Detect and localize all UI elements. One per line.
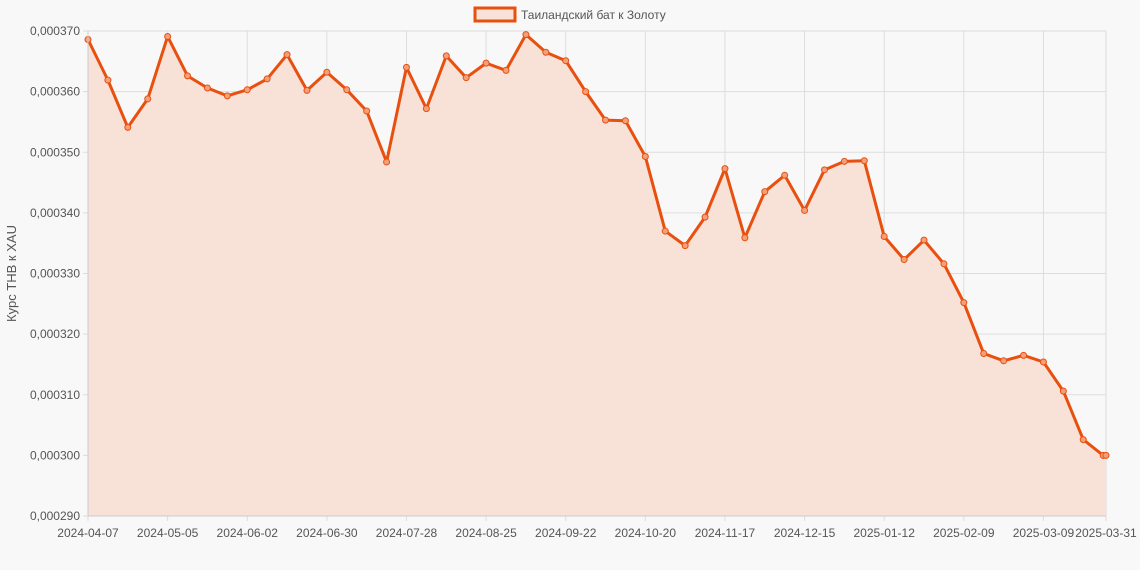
data-point — [602, 116, 610, 124]
data-point — [1102, 451, 1110, 459]
data-point — [661, 227, 669, 235]
x-tick-label: 2025-03-31 — [1075, 526, 1137, 540]
data-point — [263, 75, 271, 83]
data-point — [1020, 351, 1028, 359]
data-point — [880, 233, 888, 241]
data-point — [681, 242, 689, 250]
y-tick-label: 0,000330 — [30, 267, 80, 281]
data-point — [741, 234, 749, 242]
y-tick-label: 0,000350 — [30, 145, 80, 159]
data-point — [1059, 387, 1067, 395]
x-tick-label: 2024-08-25 — [455, 526, 517, 540]
data-point — [1079, 436, 1087, 444]
data-point — [960, 299, 968, 307]
data-point — [283, 51, 291, 59]
data-point — [860, 157, 868, 165]
x-tick-label: 2024-04-07 — [57, 526, 119, 540]
data-point — [124, 123, 132, 131]
x-tick-label: 2024-06-02 — [217, 526, 279, 540]
data-point — [422, 105, 430, 113]
data-point — [383, 158, 391, 166]
data-point — [1039, 358, 1047, 366]
x-tick-label: 2025-01-12 — [854, 526, 916, 540]
data-points-layer — [84, 31, 1110, 459]
data-point — [402, 63, 410, 71]
legend-swatch[interactable] — [473, 6, 517, 23]
data-point — [223, 92, 231, 100]
y-tick-label: 0,000320 — [30, 327, 80, 341]
data-point — [801, 206, 809, 214]
data-point — [900, 256, 908, 264]
data-point — [761, 188, 769, 196]
series-area — [88, 34, 1106, 516]
data-point — [343, 86, 351, 94]
data-point — [303, 86, 311, 94]
data-point — [820, 166, 828, 174]
data-point — [363, 107, 371, 115]
data-point — [144, 95, 152, 103]
data-point — [562, 57, 570, 65]
data-point — [522, 31, 530, 39]
data-point — [184, 72, 192, 80]
legend-label[interactable]: Таиландский бат к Золоту — [521, 8, 666, 22]
data-point — [243, 86, 251, 94]
x-tick-label: 2024-12-15 — [774, 526, 836, 540]
data-point — [621, 117, 629, 125]
x-tick-label: 2024-09-22 — [535, 526, 597, 540]
y-tick-label: 0,000290 — [30, 509, 80, 523]
data-point — [323, 68, 331, 76]
data-point — [542, 48, 550, 56]
x-axis: 2024-04-07 2024-05-05 2024-06-02 2024-06-30… — [57, 515, 1137, 540]
data-point — [940, 260, 948, 268]
data-point — [701, 213, 709, 221]
area-fill-layer — [88, 34, 1106, 516]
y-tick-label: 0,000310 — [30, 388, 80, 402]
legend[interactable]: Таиландский бат к Золоту — [473, 6, 666, 23]
x-tick-label: 2024-05-05 — [137, 526, 199, 540]
data-point — [641, 152, 649, 160]
data-point — [920, 236, 928, 244]
x-tick-label: 2024-06-30 — [296, 526, 358, 540]
x-tick-label: 2025-02-09 — [933, 526, 995, 540]
data-point — [721, 165, 729, 173]
data-point — [980, 350, 988, 358]
x-tick-label: 2024-10-20 — [615, 526, 677, 540]
y-tick-label: 0,000360 — [30, 85, 80, 99]
data-point — [164, 32, 172, 40]
data-point — [203, 84, 211, 92]
data-point — [502, 66, 510, 74]
x-tick-label: 2025-03-09 — [1013, 526, 1075, 540]
data-point — [462, 74, 470, 82]
data-point — [482, 59, 490, 67]
data-point — [781, 171, 789, 179]
y-tick-label: 0,000370 — [30, 24, 80, 38]
y-axis-title: Курс THB к XAU — [4, 225, 19, 322]
data-point — [104, 76, 112, 84]
data-point — [840, 157, 848, 165]
x-tick-label: 2024-11-17 — [695, 526, 756, 540]
data-point — [582, 88, 590, 96]
y-tick-label: 0,000300 — [30, 448, 80, 462]
y-axis: 0,000290 0,000300 0,000310 0,000320 0,000330… — [30, 24, 89, 523]
x-tick-label: 2024-07-28 — [376, 526, 438, 540]
data-point — [442, 52, 450, 60]
y-tick-label: 0,000340 — [30, 206, 80, 220]
data-point — [1000, 357, 1008, 365]
